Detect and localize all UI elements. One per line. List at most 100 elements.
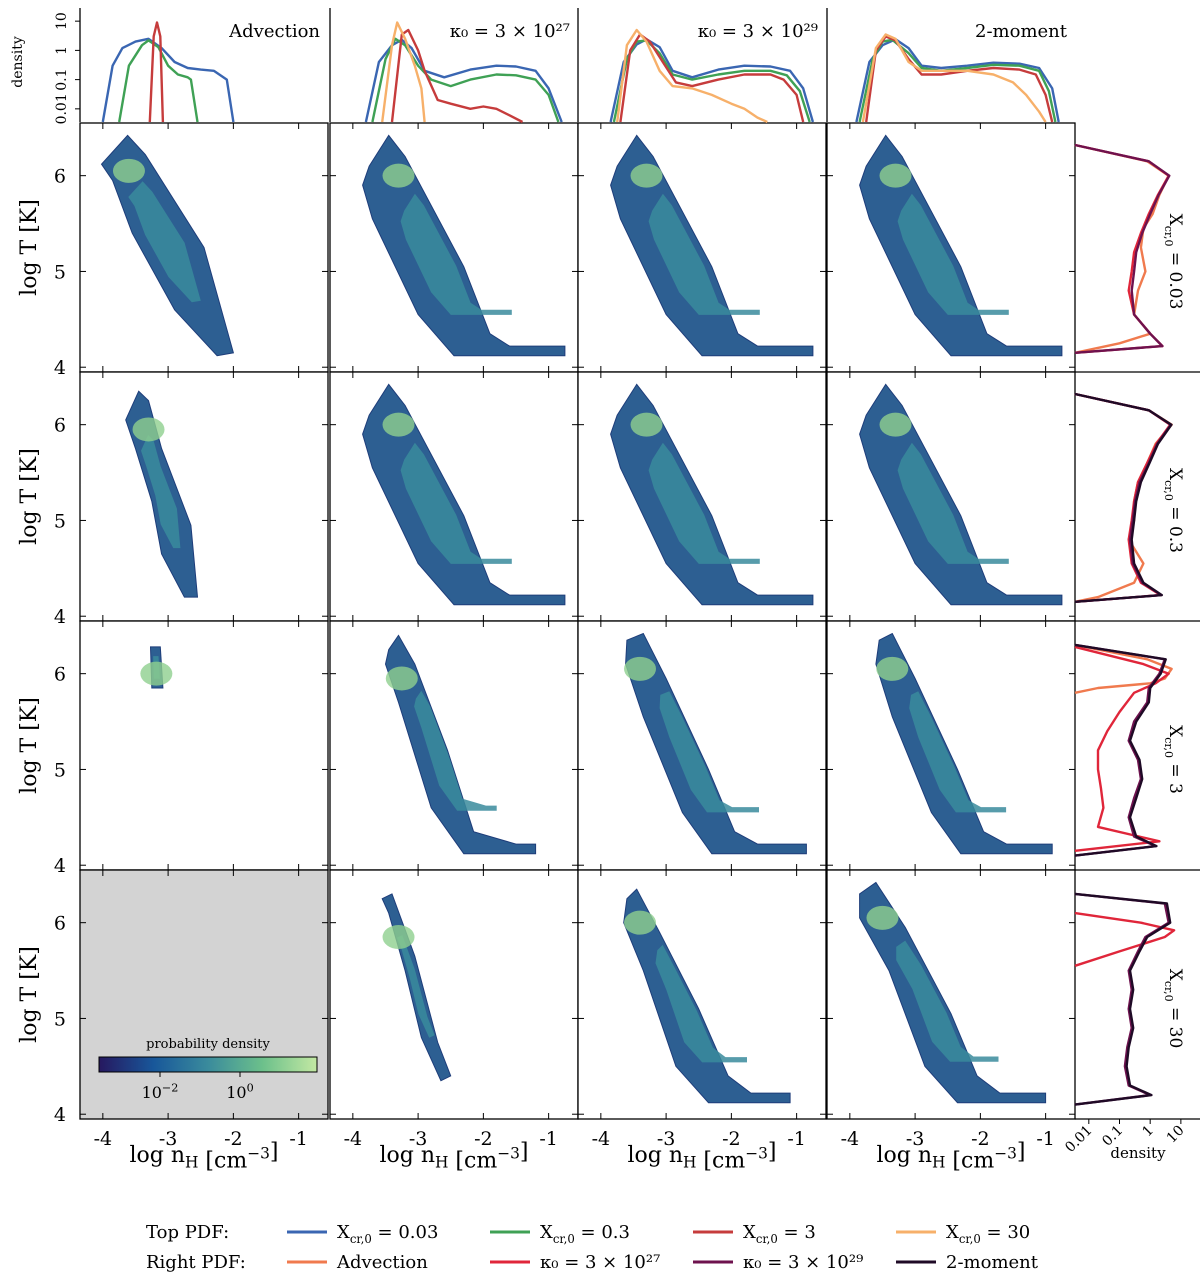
right-pdf-3: Xcr,0 = 30: [1074, 892, 1200, 1120]
pdf-curve-0: [1074, 643, 1173, 694]
top-pdf-1: κ₀ = 3 × 10²⁷: [329, 8, 570, 124]
pdf-curve-2: [1074, 643, 1166, 857]
histogram-peak: [140, 661, 173, 686]
pdf-curve-1: [118, 39, 199, 123]
histogram-region: [859, 881, 1047, 1104]
legend-text: Advection: [336, 1252, 428, 1273]
y-axis-label: log T [K]: [17, 199, 42, 296]
right-pdf-xlabel: density: [1110, 1144, 1166, 1162]
histogram-region: [859, 383, 1063, 606]
panel-frame: [577, 869, 827, 1120]
histogram-peak: [876, 656, 909, 681]
histogram-core: [648, 193, 760, 315]
panel-background: [80, 621, 328, 870]
pdf-curve-3: [1074, 643, 1167, 857]
panel-r2-c3: [826, 620, 1076, 871]
histogram-core: [648, 442, 760, 564]
x-tick-label: -2: [224, 1128, 243, 1150]
legend-right-entry: Advection: [287, 1252, 428, 1273]
panel-r1-c1: [329, 371, 579, 622]
top-pdf-title: κ₀ = 3 × 10²⁷: [450, 21, 570, 42]
top-y-tick-label: 0.01: [54, 93, 70, 124]
x-axis-label: log nH [cm−3]: [379, 1140, 528, 1174]
histogram-core: [655, 944, 747, 1063]
right-pdf-row-label: Xcr,0 = 30: [1162, 969, 1185, 1049]
colorbar-label: probability density: [146, 1037, 270, 1052]
pdf-curve-2: [1074, 143, 1171, 354]
histogram-peak: [630, 163, 663, 188]
x-tick-label: -4: [841, 1128, 860, 1150]
histogram-core: [400, 193, 512, 315]
legend-right-entry: κ₀ = 3 × 10²⁷: [490, 1252, 660, 1273]
x-tick-label: -1: [787, 1128, 806, 1150]
histogram-region: [384, 634, 537, 855]
pdf-curve-2: [619, 33, 805, 123]
panel-r0-c1: [329, 122, 579, 373]
right-x-tick-label: 1: [1139, 1123, 1157, 1141]
histogram-peak: [630, 412, 663, 437]
panel-r2-c1: [329, 620, 579, 871]
pdf-curve-1: [371, 37, 560, 123]
panel-r2-c2: [577, 620, 827, 871]
pdf-curve-2: [1074, 392, 1172, 603]
histogram-core: [396, 935, 435, 1038]
panel-background: [80, 372, 328, 621]
colorbar-tick-label: 10−2: [142, 1082, 179, 1102]
top-pdf-title: κ₀ = 3 × 10²⁹: [698, 21, 818, 42]
legend-text: Xcr,0 = 0.03: [337, 1222, 438, 1246]
top-y-tick-label: 1: [54, 46, 70, 55]
x-tick-label: -3: [657, 1128, 676, 1150]
y-axis-label: log T [K]: [17, 697, 42, 794]
top-pdf-title: 2-moment: [975, 21, 1068, 42]
right-pdf-0: Xcr,0 = 0.03: [1074, 143, 1200, 373]
y-tick-label: 4: [54, 855, 66, 877]
top-y-tick-label: 0.1: [54, 68, 70, 90]
panel-r3-c1: -4 -3 -2 -1 log nH [cm−3]: [329, 869, 579, 1174]
legend-text: Xcr,0 = 0.3: [540, 1222, 630, 1246]
pdf-curve-0: [1074, 911, 1176, 967]
pdf-curve-0: [609, 38, 815, 123]
histogram-region: [859, 134, 1063, 357]
histogram-core: [128, 181, 201, 303]
panel-frame: [79, 869, 329, 1120]
pdf-curve-1: [1074, 645, 1170, 852]
histogram-peak: [385, 666, 418, 691]
legend: Top PDF: Right PDF: Xcr,0 = 0.03 Xcr,0 = 0.…: [146, 1222, 1039, 1273]
pdf-curve-0: [1074, 143, 1170, 354]
x-tick-label: -1: [1036, 1128, 1055, 1150]
y-tick-label: 6: [54, 913, 66, 935]
legend-top-entry: Xcr,0 = 3: [693, 1222, 816, 1246]
legend-top-label: Top PDF:: [146, 1222, 229, 1243]
y-axis-label: log T [K]: [17, 946, 42, 1043]
x-tick-label: -4: [592, 1128, 611, 1150]
panel-r3-c0: 4 5 6 log T [K] -4 -3 -2 -1 log nH [cm−3]: [17, 869, 329, 1174]
histogram-peak: [624, 656, 656, 681]
y-tick-label: 5: [54, 759, 66, 781]
pdf-curve-2: [148, 21, 165, 123]
x-tick-label: -1: [289, 1128, 308, 1150]
top-pdf-0: Advection 0.01 0.1 1 10 density: [10, 8, 320, 124]
histogram-core: [909, 691, 1007, 813]
x-axis-label: log nH [cm−3]: [129, 1140, 278, 1174]
panel-r0-c0: 4 5 6 log T [K]: [17, 122, 329, 379]
right-pdf-1: Xcr,0 = 0.3: [1074, 392, 1200, 622]
pdf-curve-3: [1074, 392, 1173, 603]
legend-top-entry: Xcr,0 = 0.3: [490, 1222, 630, 1246]
pdf-curve-3: [616, 28, 768, 124]
y-tick-label: 5: [54, 261, 66, 283]
histogram-peak: [382, 412, 415, 437]
panel-background: [330, 870, 578, 1119]
histogram-peak: [879, 163, 912, 188]
legend-text: Xcr,0 = 3: [743, 1222, 816, 1246]
panel-r1-c2: [577, 371, 827, 622]
panel-r2-c0: 4 5 6 log T [K]: [17, 620, 329, 877]
y-tick-label: 6: [54, 415, 66, 437]
pdf-curve-2: [390, 28, 524, 124]
panel-r1-c0: 4 5 6 log T [K]: [17, 371, 329, 628]
panel-r0-c3: [826, 122, 1076, 373]
pdf-curve-0: [1074, 392, 1173, 603]
histogram-core: [897, 193, 1009, 315]
x-tick-label: -3: [409, 1128, 428, 1150]
